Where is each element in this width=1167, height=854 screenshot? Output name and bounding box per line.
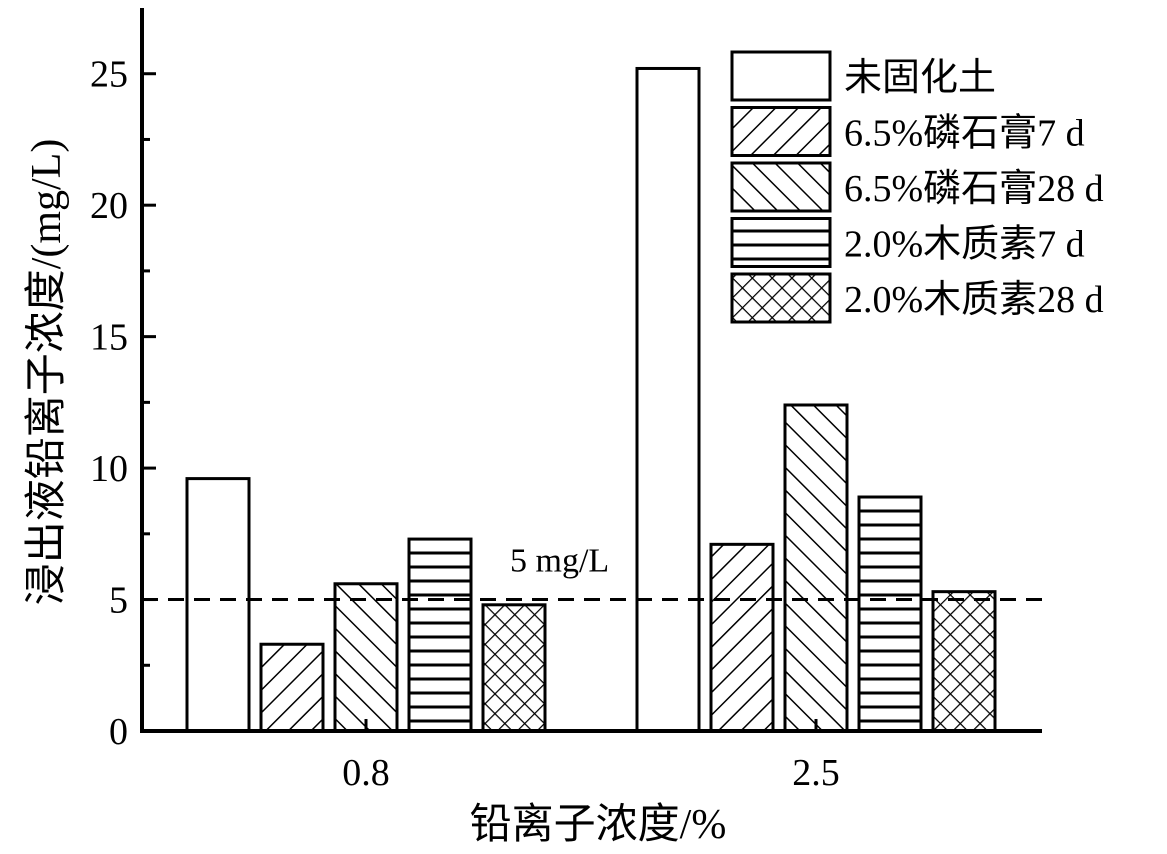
bar-2.5-series-2 bbox=[709, 542, 775, 733]
legend-label-2: 6.5%磷石膏7 d bbox=[844, 113, 1085, 155]
y-tick-label: 15 bbox=[90, 317, 128, 359]
legend-swatch-2 bbox=[730, 106, 832, 157]
x-tick-label: 2.5 bbox=[792, 752, 840, 794]
legend-swatch-4 bbox=[730, 217, 832, 268]
legend-label-3: 6.5%磷石膏28 d bbox=[844, 168, 1104, 210]
y-tick-label: 0 bbox=[109, 711, 128, 753]
axes-group bbox=[140, 8, 1042, 733]
legend: 未固化土 6.5%磷石膏7 d 6.5%磷石膏28 d 2.0%木质素7 d 2.0%木… bbox=[730, 50, 1104, 324]
legend-swatch-3 bbox=[730, 161, 832, 213]
y-tick-label: 5 bbox=[109, 580, 128, 622]
x-axis-label: 铅离子浓度/% bbox=[470, 801, 727, 848]
y-ticks-group: 0 5 10 15 20 25 bbox=[90, 54, 156, 753]
y-tick-label: 10 bbox=[90, 448, 128, 490]
bar-2.5-series-5 bbox=[931, 590, 997, 733]
bar-2.5-series-4 bbox=[857, 495, 923, 733]
bars-group bbox=[185, 66, 997, 733]
y-axis-label: 浸出液铅离子浓度/(mg/L) bbox=[23, 139, 70, 606]
legend-swatch-1 bbox=[730, 50, 832, 102]
x-tick-label: 0.8 bbox=[342, 752, 390, 794]
bar-0.8-series-1 bbox=[185, 477, 251, 733]
bar-0.8-series-3 bbox=[333, 582, 399, 733]
y-tick-label: 25 bbox=[90, 54, 128, 96]
bar-0.8-series-5 bbox=[481, 603, 547, 733]
legend-label-4: 2.0%木质素7 d bbox=[844, 224, 1085, 266]
bar-0.8-series-4 bbox=[407, 537, 473, 733]
legend-label-1: 未固化土 bbox=[844, 57, 996, 99]
x-ticks-group: 0.8 2.5 bbox=[342, 719, 840, 794]
legend-label-5: 2.0%木质素28 d bbox=[844, 279, 1104, 321]
reference-line-label: 5 mg/L bbox=[510, 543, 609, 580]
y-tick-label: 20 bbox=[90, 185, 128, 227]
bar-2.5-series-3 bbox=[783, 403, 849, 733]
bar-2.5-series-1 bbox=[635, 66, 701, 733]
legend-swatch-5 bbox=[730, 272, 832, 324]
bar-0.8-series-2 bbox=[259, 642, 325, 733]
